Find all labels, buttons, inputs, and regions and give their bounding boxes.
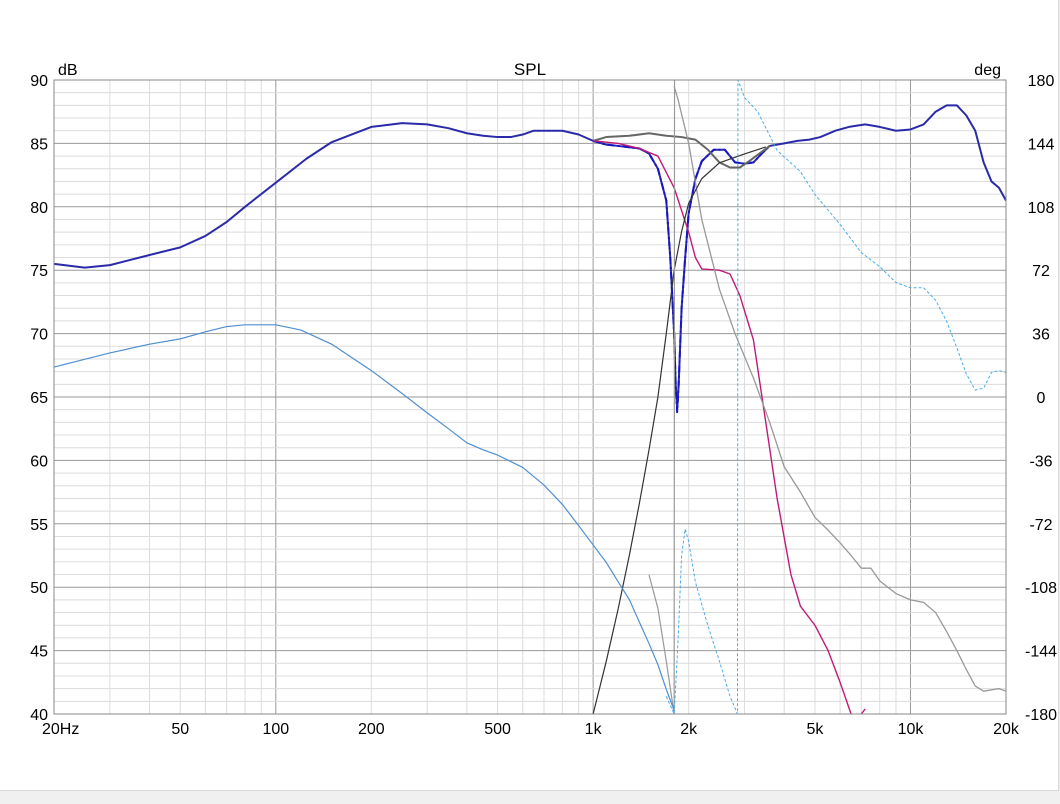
y-tick-label-right: -108 [1025, 580, 1057, 597]
x-tick-label: 1k [585, 721, 603, 738]
x-tick-label: 20Hz [42, 721, 79, 738]
x-tick-label: 100 [262, 721, 289, 738]
x-tick-label: 20k [993, 721, 1020, 738]
series-line-9 [53, 324, 675, 711]
y-tick-label-right: -144 [1025, 644, 1057, 661]
y-tick-label-right: -180 [1025, 707, 1057, 724]
y-tick-label-right: -36 [1029, 453, 1052, 470]
y-tick-label-left: 90 [30, 73, 48, 90]
x-tick-label: 10k [898, 721, 925, 738]
y-tick-label-left: 80 [30, 200, 48, 217]
x-tick-label: 50 [171, 721, 189, 738]
x-tick-label: 5k [806, 721, 824, 738]
y-tick-label-left: 55 [30, 517, 48, 534]
y-axis-right: 180 144 108 72 36 0 -36 -72 -108 -144 -180 [1025, 73, 1057, 724]
chart-title: SPL [514, 60, 546, 79]
y-tick-label-right: 180 [1028, 73, 1055, 90]
y-tick-label-left: 45 [30, 644, 48, 661]
y-tick-label-left: 75 [30, 263, 48, 280]
y-tick-label-left: 60 [30, 453, 48, 470]
y-tick-label-right: 36 [1032, 327, 1050, 344]
y-tick-label-right: -72 [1029, 517, 1052, 534]
x-axis: 20Hz 50 100 200 500 1k 2k 5k 10k 20k [42, 721, 1020, 738]
left-axis-unit: dB [58, 62, 78, 79]
plot-frame [53, 79, 1007, 715]
x-tick-label: 200 [358, 721, 385, 738]
y-tick-label-left: 40 [30, 707, 48, 724]
y-axis-left: 90 85 80 75 70 65 60 55 50 45 40 [30, 73, 48, 724]
series-line-6 [673, 86, 1007, 692]
series-line-5 [860, 708, 866, 715]
right-axis-unit: deg [974, 62, 1001, 79]
y-tick-label-left: 85 [30, 136, 48, 153]
series-line-7 [592, 146, 766, 715]
series-line-4 [593, 140, 852, 715]
x-tick-label: 500 [484, 721, 511, 738]
y-tick-label-left: 70 [30, 327, 48, 344]
series-line-8 [648, 79, 676, 715]
grid [54, 79, 1006, 715]
y-tick-label-right: 144 [1028, 136, 1055, 153]
y-tick-label-right: 108 [1028, 200, 1055, 217]
series-line-3 [592, 132, 771, 169]
y-tick-label-right: 72 [1032, 263, 1050, 280]
y-tick-label-left: 65 [30, 390, 48, 407]
y-tick-label-right: 0 [1037, 390, 1046, 407]
y-tick-label-left: 50 [30, 580, 48, 597]
x-tick-label: 2k [680, 721, 698, 738]
series-line-10 [665, 79, 1007, 715]
series-lines [53, 79, 1007, 715]
